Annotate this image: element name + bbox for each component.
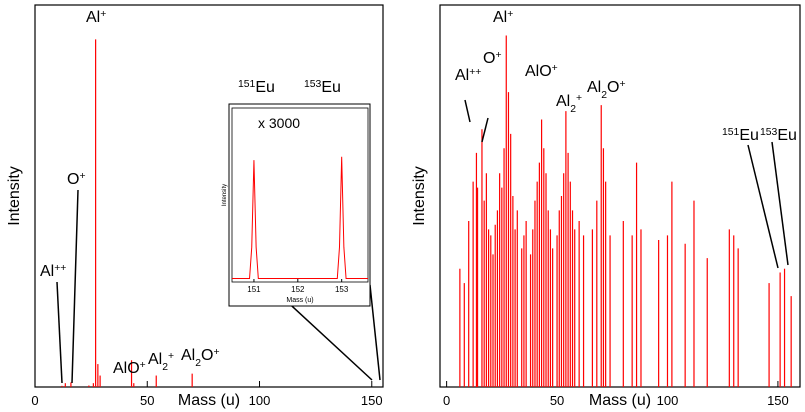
annotation: Al+ xyxy=(493,9,513,27)
x-tick-label: 50 xyxy=(550,393,564,408)
leader-line xyxy=(71,189,79,384)
annotation-part: Al xyxy=(181,347,195,364)
x-axis-label: Mass (u) xyxy=(286,297,313,304)
panel: 151 152 153 Mass (u) Intensity x 3000 xyxy=(222,107,369,304)
annotation-part: x 3000 xyxy=(258,115,300,131)
annotation: O+ xyxy=(67,171,86,189)
annotation-part: Al xyxy=(40,263,54,280)
annotation-part: O xyxy=(483,50,495,67)
annotation: x 3000 xyxy=(258,115,300,131)
x-tick-label: 100 xyxy=(657,393,679,408)
annotation-part: Eu xyxy=(255,79,275,96)
annotation: O+ xyxy=(483,50,502,68)
annotation-part: + xyxy=(140,360,146,371)
leader-line xyxy=(369,284,381,381)
annotation: AlO+ xyxy=(525,63,558,81)
annotation-part: 2 xyxy=(601,90,607,101)
x-tick-label: 0 xyxy=(31,393,38,408)
annotation-part: Eu xyxy=(321,79,341,96)
annotation-part: + xyxy=(619,79,625,90)
plot-frame xyxy=(34,4,384,388)
y-axis-label: Intensity xyxy=(222,184,228,206)
annotation: 153Eu xyxy=(760,127,797,145)
x-axis-label: Mass (u) xyxy=(589,392,651,409)
annotation-part: + xyxy=(507,9,513,20)
annotation-part: 2 xyxy=(195,358,201,369)
plot-frame xyxy=(231,107,369,283)
annotation-part: AlO xyxy=(525,63,552,80)
leader-line xyxy=(464,99,471,123)
annotation-part: Eu xyxy=(777,127,797,144)
annotation: Al++ xyxy=(455,67,481,85)
x-tick-label: 50 xyxy=(140,393,154,408)
y-axis-label: Intensity xyxy=(6,166,23,226)
annotation-part: AlO xyxy=(113,360,140,377)
leader-line xyxy=(771,141,789,266)
leader-line xyxy=(747,144,779,269)
x-axis-label: Mass (u) xyxy=(178,392,240,409)
annotation-part: Al xyxy=(493,9,507,26)
x-tick-label: 150 xyxy=(767,393,789,408)
annotation-part: + xyxy=(100,9,106,20)
annotation-part: 151 xyxy=(722,127,740,138)
annotation-part: O xyxy=(67,171,79,188)
x-tick-label: 153 xyxy=(335,285,349,294)
annotation-part: Al xyxy=(148,351,162,368)
annotation: Al2+ xyxy=(148,351,174,373)
annotation-part: Al xyxy=(587,79,601,96)
annotation: Al++ xyxy=(40,263,66,281)
annotation: 151Eu xyxy=(238,79,275,97)
annotation-part: 153 xyxy=(760,127,778,138)
annotation: Al+ xyxy=(86,9,106,27)
annotation-part: + xyxy=(576,93,582,104)
annotation: 151Eu xyxy=(722,127,759,145)
annotation-part: 153 xyxy=(304,79,322,90)
annotation: Al2O+ xyxy=(181,347,220,369)
annotation-part: + xyxy=(79,171,85,182)
annotation-part: 2 xyxy=(162,362,168,373)
annotation-part: ++ xyxy=(54,263,66,274)
annotation-part: + xyxy=(213,347,219,358)
annotation-part: Eu xyxy=(739,127,759,144)
annotation: AlO+ xyxy=(113,360,146,378)
annotation-part: + xyxy=(495,50,501,61)
annotation-part: 151 xyxy=(238,79,256,90)
annotation: 153Eu xyxy=(304,79,341,97)
y-axis-label: Intensity xyxy=(411,166,428,226)
x-tick-label: 152 xyxy=(291,285,305,294)
x-tick-label: 0 xyxy=(443,393,450,408)
annotation-part: Al xyxy=(86,9,100,26)
x-tick-label: 100 xyxy=(249,393,271,408)
annotation-part: Al xyxy=(455,67,469,84)
x-tick-label: 151 xyxy=(247,285,261,294)
x-tick-label: 150 xyxy=(361,393,383,408)
plot-frame xyxy=(439,4,801,388)
annotation-part: 2 xyxy=(570,104,576,115)
annotation: Al2+ xyxy=(556,93,582,115)
annotation-part: O xyxy=(201,347,213,364)
spectrum-line xyxy=(232,156,368,280)
leader-line xyxy=(56,281,63,384)
annotation-part: + xyxy=(552,63,558,74)
annotation-part: ++ xyxy=(469,67,481,78)
annotation: Al2O+ xyxy=(587,79,626,101)
annotation-part: + xyxy=(168,351,174,362)
annotation-part: O xyxy=(607,79,619,96)
leader-line xyxy=(481,117,489,143)
annotation-part: Al xyxy=(556,93,570,110)
